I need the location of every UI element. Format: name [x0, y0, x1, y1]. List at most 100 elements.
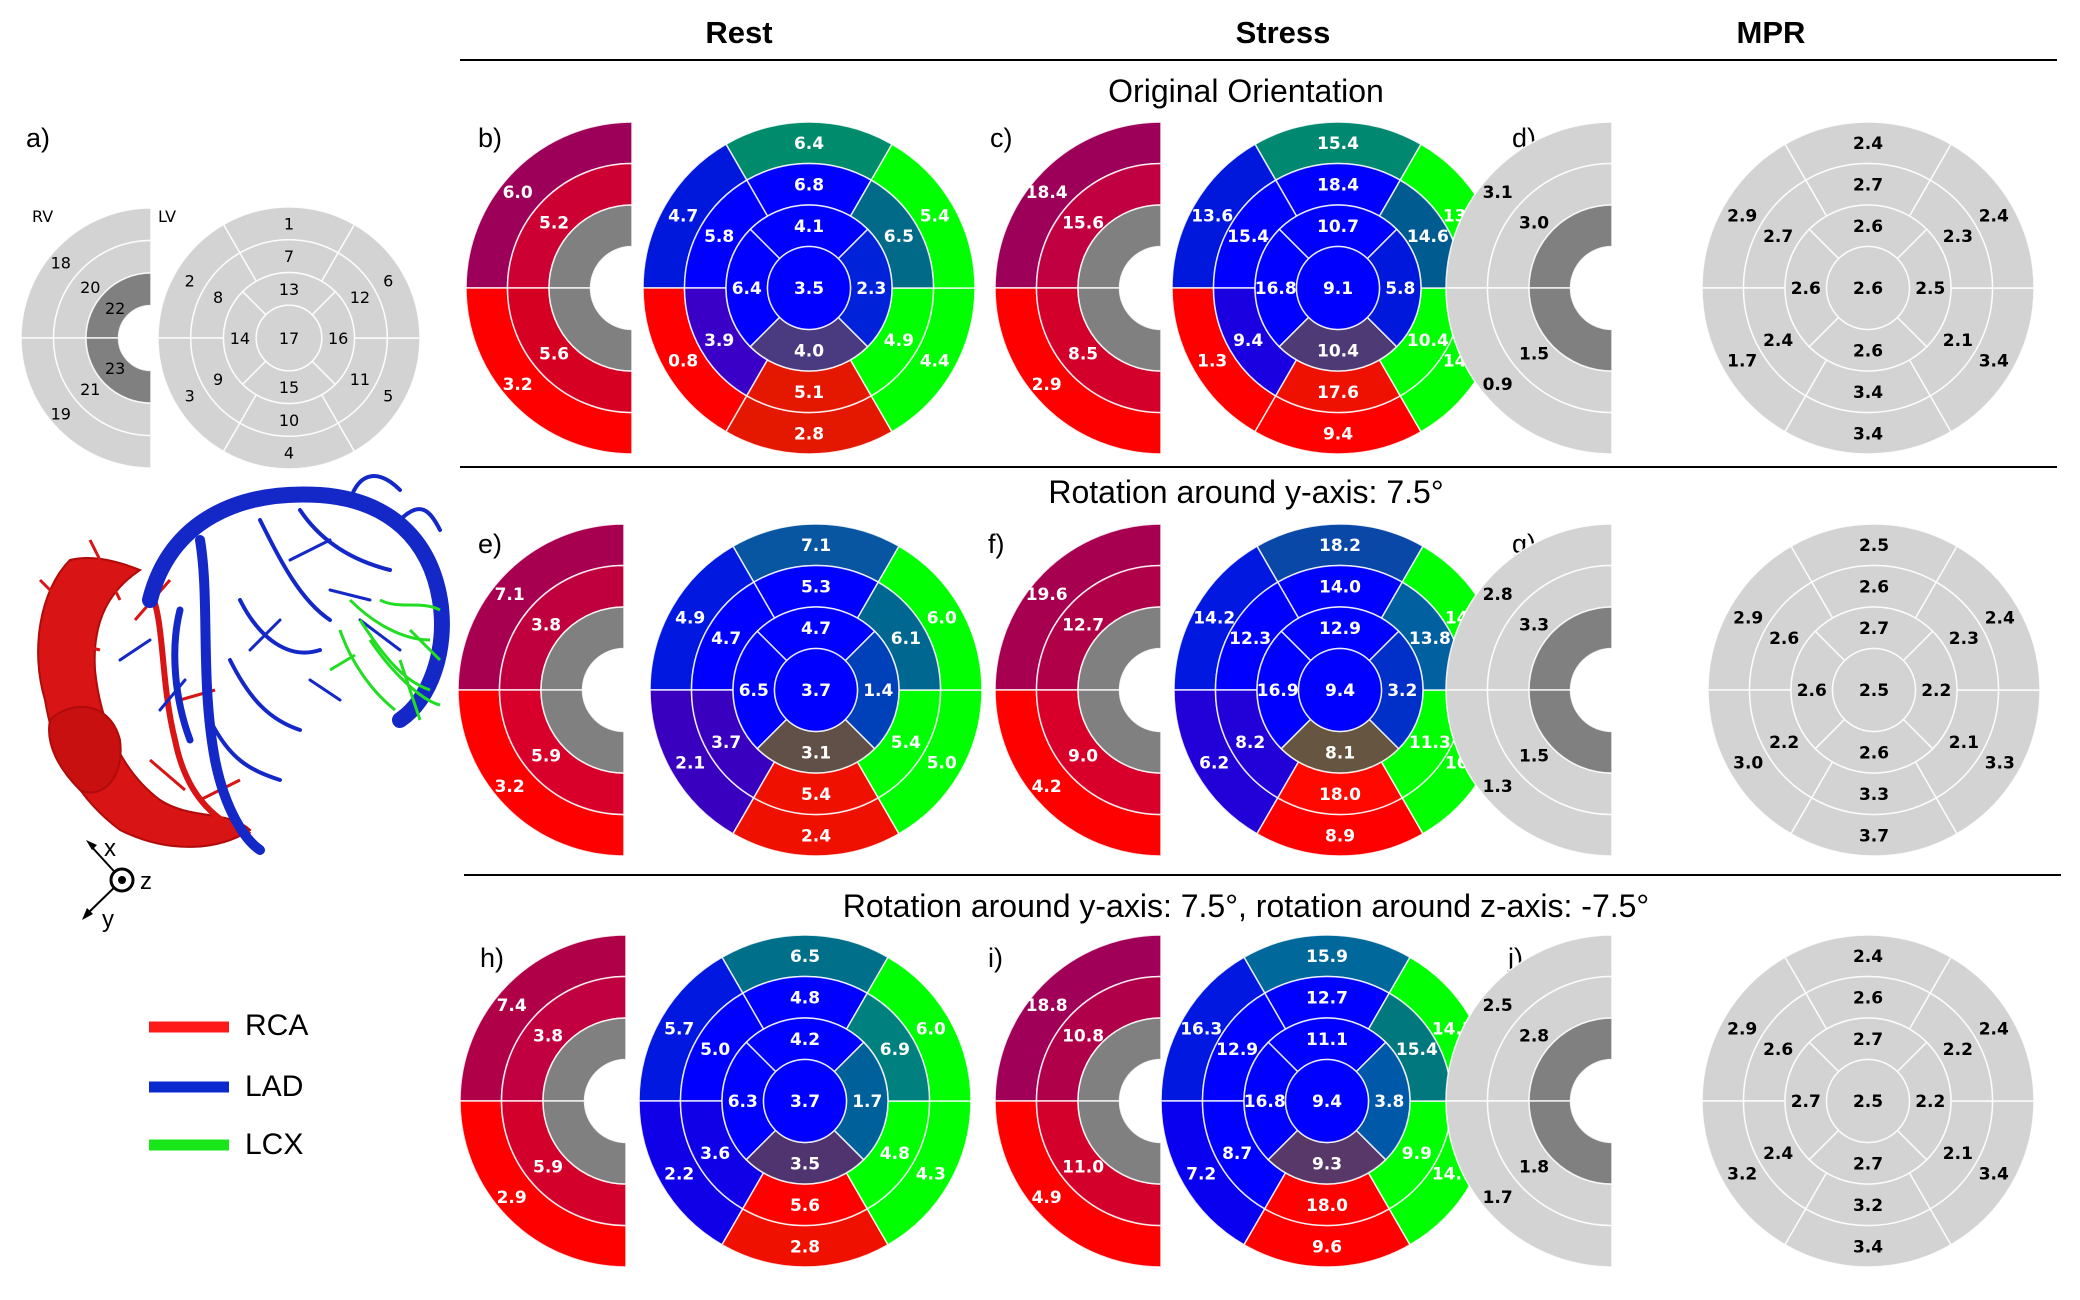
- lv-segment-6-value: 6: [383, 272, 393, 291]
- lv-segment-13-value: 12.9: [1319, 619, 1361, 639]
- lv-segment-11-value: 10.4: [1407, 331, 1449, 351]
- lv-bullseye: 2.4 2.9 1.7 3.4 3.4 2.4 2.7 2.7 2.4 3.4 2.1 2.3 2.6 2…: [1701, 121, 2035, 455]
- lv-segment-16-value: 3.8: [1374, 1092, 1404, 1112]
- lv-segment-2-value: 4.7: [668, 206, 698, 226]
- lv-segment-15-value: 3.1: [801, 743, 831, 763]
- lv-segment-16-value: 2.5: [1915, 279, 1945, 299]
- lv-segment-4-value: 3.7: [1859, 826, 1889, 846]
- lv-segment-17-value: 3.7: [801, 681, 831, 701]
- rv-segment-22: [1077, 606, 1162, 691]
- rv-segment-21-value: 5.9: [531, 746, 561, 766]
- lv-segment-3-value: 7.2: [1186, 1165, 1216, 1185]
- rv-segment-18-value: 7.4: [497, 996, 527, 1016]
- lv-segment-10-value: 5.6: [790, 1196, 820, 1216]
- rv-segment-18-value: 7.1: [495, 585, 525, 605]
- rv-bullseye: 19.6 4.2 12.7 9.0: [994, 523, 1162, 857]
- lv-segment-17-value: 3.7: [790, 1092, 820, 1112]
- panel-label: e): [478, 529, 502, 559]
- row-title-rotation-y: Rotation around y-axis: 7.5°: [1048, 474, 1443, 510]
- lv-segment-5-value: 3.4: [1979, 352, 2009, 372]
- lv-segment-4-value: 2.8: [794, 424, 824, 444]
- lv-segment-15-value: 3.5: [790, 1154, 820, 1174]
- rv-segment-21-value: 8.5: [1068, 344, 1098, 364]
- lv-segment-17-value: 2.5: [1853, 1092, 1883, 1112]
- lv-segment-2-value: 13.6: [1191, 206, 1233, 226]
- lcx-vessels: [329, 598, 442, 721]
- bullseye-panels: b) 6.0 3.2 5.2 5.6 6.4 4.7 0.8 2.8 4.4 5.4 6.8 5.8 3.…: [457, 121, 2041, 1268]
- lv-segment-6-value: 5.4: [920, 206, 950, 226]
- lv-segment-11-value: 2.1: [1943, 1144, 1973, 1164]
- lv-segment-12-value: 2.2: [1943, 1040, 1973, 1060]
- rv-bullseye: 3.1 0.9 3.0 1.5: [1445, 121, 1613, 455]
- lv-segment-7-value: 2.6: [1853, 988, 1883, 1008]
- lv-segment-17-value: 9.4: [1312, 1092, 1342, 1112]
- lv-segment-10-value: 5.1: [794, 383, 824, 403]
- bullseye-panel-i: i)18.84.910.811.015.916.37.29.614.714.51…: [988, 934, 1494, 1268]
- lv-segment-13-value: 4.7: [801, 619, 831, 639]
- lv-segment-14-value: 16.8: [1244, 1092, 1286, 1112]
- bullseye-panel-c: c)18.42.915.68.515.413.61.39.414.913.018…: [990, 121, 1505, 455]
- lv-segment-15-value: 4.0: [794, 341, 824, 361]
- lv-segment-15-value: 15: [279, 378, 299, 397]
- lv-segment-2-value: 5.7: [664, 1019, 694, 1039]
- rv-segment-21-value: 9.0: [1068, 746, 1098, 766]
- lv-bullseye: 6.4 4.7 0.8 2.8 4.4 5.4 6.8 5.8 3.9 5.1 4.9 6.5 4.1 6…: [642, 121, 976, 455]
- lv-segment-12-value: 6.5: [884, 227, 914, 247]
- panel-label: f): [988, 529, 1005, 559]
- rv-segment-20-value: 10.8: [1062, 1027, 1104, 1047]
- lv-segment-14-value: 2.7: [1791, 1092, 1821, 1112]
- lv-segment-10-value: 5.4: [801, 785, 831, 805]
- rv-segment-18-value: 19.6: [1026, 585, 1068, 605]
- rv-segment-20-value: 20: [80, 278, 100, 297]
- lv-segment-10-value: 17.6: [1317, 383, 1359, 403]
- lv-segment-3-value: 1.3: [1197, 352, 1227, 372]
- rv-segment-21-value: 1.5: [1519, 746, 1549, 766]
- lv-segment-7-value: 14.0: [1319, 577, 1361, 597]
- rv-segment-19-value: 1.3: [1483, 777, 1513, 797]
- lv-segment-5-value: 3.4: [1979, 1165, 2009, 1185]
- lad-vessels: [118, 474, 450, 855]
- lv-segment-11-value: 11.3: [1409, 733, 1451, 753]
- axis-label-x: x: [104, 835, 116, 862]
- lv-segment-17: [762, 1058, 848, 1144]
- lv-segment-1-value: 15.9: [1306, 947, 1348, 967]
- lv-segment-12-value: 2.3: [1943, 227, 1973, 247]
- rv-segment-22: [85, 272, 152, 339]
- rv-segment-19-value: 19: [51, 405, 71, 424]
- rv-segment-21-value: 5.9: [533, 1157, 563, 1177]
- lv-segment-9-value: 2.4: [1763, 1144, 1793, 1164]
- lv-segment-9-value: 3.7: [711, 733, 741, 753]
- lv-segment-14-value: 14: [230, 329, 250, 348]
- lv-segment-8-value: 5.0: [700, 1040, 730, 1060]
- lv-segment-14-value: 16.9: [1257, 681, 1299, 701]
- lv-segment-17-value: 9.1: [1323, 279, 1353, 299]
- rv-segment-19-value: 2.9: [1032, 375, 1062, 395]
- rv-segment-19-value: 4.9: [1032, 1188, 1062, 1208]
- bullseye-panel-e: e) 7.1 3.2 3.8 5.9 7.1 4.9 2.1 2.4 5.0 6.0 5.3 4.7 3.…: [457, 523, 983, 857]
- rv-segment-23: [542, 1100, 627, 1185]
- rv-segment-18-value: 2.5: [1483, 996, 1513, 1016]
- lv-segment-17: [1295, 245, 1381, 331]
- lv-segment-2-value: 2: [185, 272, 195, 291]
- lv-segment-3-value: 2.1: [675, 754, 705, 774]
- lv-segment-13-value: 11.1: [1306, 1030, 1348, 1050]
- lv-segment-3-value: 3: [185, 386, 195, 405]
- legend-label-rca: RCA: [245, 1009, 308, 1042]
- lv-segment-14-value: 6.3: [728, 1092, 758, 1112]
- lv-segment-17: [1825, 1058, 1911, 1144]
- lv-segment-9-value: 3.9: [704, 331, 734, 351]
- header-mpr: MPR: [1737, 15, 1806, 50]
- lv-segment-17: [766, 245, 852, 331]
- lv-segment-7-value: 12.7: [1306, 988, 1348, 1008]
- rv-segment-19-value: 3.2: [495, 777, 525, 797]
- lv-segment-11-value: 2.1: [1949, 733, 1979, 753]
- lv-segment-17: [255, 304, 323, 372]
- lv-bullseye: 2.4 2.9 3.2 3.4 3.4 2.4 2.6 2.6 2.4 3.2 2.1 2.2 2.7 2…: [1701, 934, 2035, 1268]
- lv-segment-16-value: 5.8: [1385, 279, 1415, 299]
- rv-segment-18-value: 6.0: [503, 183, 533, 203]
- lv-segment-10-value: 3.4: [1853, 383, 1883, 403]
- lv-segment-13-value: 2.7: [1859, 619, 1889, 639]
- lv-segment-7-value: 6.8: [794, 175, 824, 195]
